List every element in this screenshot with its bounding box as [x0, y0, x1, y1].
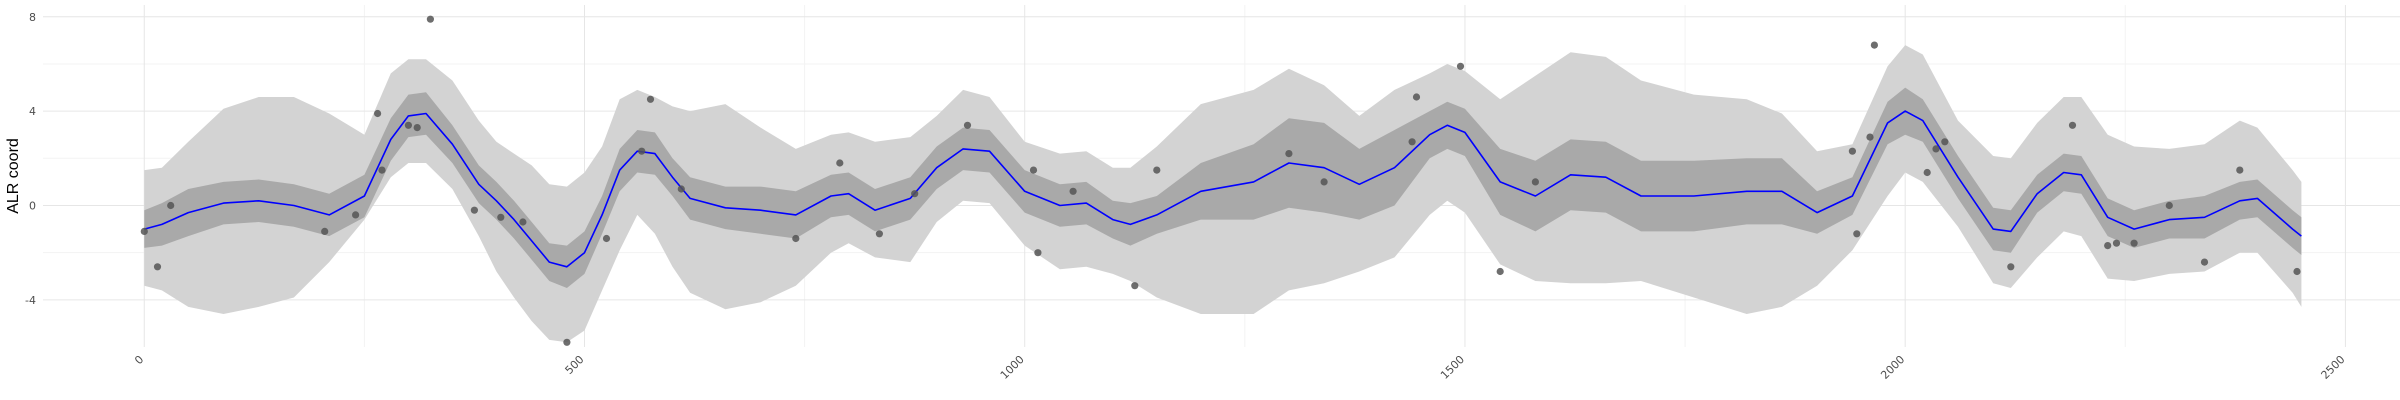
x-tick-label: 0: [132, 353, 146, 367]
x-tick-label: 500: [563, 353, 587, 377]
data-point: [563, 338, 571, 346]
data-point: [2007, 263, 2015, 271]
data-point: [1029, 166, 1038, 174]
data-point: [1932, 145, 1940, 153]
x-tick-label: 2500: [2319, 353, 2348, 382]
y-tick-label: 8: [29, 11, 36, 24]
x-tick-label: 2000: [1878, 353, 1907, 382]
y-tick-label: 0: [29, 199, 36, 212]
data-point: [2104, 242, 2112, 250]
data-point: [963, 121, 972, 129]
data-point: [519, 218, 527, 226]
y-axis-ticks: -4 0 4 8: [25, 11, 36, 307]
data-point: [374, 109, 382, 118]
x-tick-label: 1000: [998, 353, 1027, 382]
data-point: [646, 95, 655, 103]
data-point: [378, 166, 386, 174]
y-tick-label: -4: [25, 294, 36, 307]
data-point: [602, 234, 611, 243]
data-point: [677, 185, 685, 193]
data-point: [2236, 166, 2244, 174]
data-point: [413, 124, 421, 132]
data-point: [2130, 239, 2138, 247]
x-tick-label: 1500: [1438, 353, 1467, 382]
mean-line-group: [144, 110, 2302, 268]
data-point: [1069, 187, 1077, 195]
data-point: [1412, 93, 1421, 101]
data-point: [1848, 147, 1856, 155]
data-point: [1866, 133, 1874, 141]
data-point: [167, 201, 175, 210]
data-point: [1034, 249, 1042, 257]
data-point: [470, 206, 478, 214]
data-point: [426, 15, 434, 23]
data-point: [352, 211, 360, 219]
data-point: [404, 121, 412, 129]
data-point: [2200, 258, 2209, 266]
y-tick-label: 4: [29, 105, 36, 118]
data-point: [1408, 138, 1416, 146]
data-point: [836, 159, 844, 167]
data-point: [638, 147, 646, 155]
data-point: [792, 234, 800, 243]
data-point: [1153, 166, 1161, 174]
data-point: [1285, 150, 1293, 158]
data-point: [497, 213, 505, 221]
data-point: [1923, 168, 1931, 177]
data-point: [1870, 41, 1878, 49]
data-point: [1456, 62, 1465, 70]
data-point: [140, 227, 148, 235]
data-point: [321, 227, 329, 235]
data-point: [1496, 267, 1504, 276]
data-point: [153, 263, 162, 271]
data-point: [2068, 121, 2077, 129]
x-axis-ticks: 0 500 1000 1500 2000 2500: [132, 353, 2347, 382]
y-axis-title: ALR coord: [5, 138, 22, 214]
data-point: [2293, 267, 2301, 276]
data-point: [1853, 230, 1861, 238]
data-point: [1131, 282, 1139, 290]
data-point: [2165, 201, 2173, 210]
data-point: [875, 230, 884, 238]
data-point: [911, 190, 919, 198]
data-point: [1531, 178, 1539, 186]
data-point: [1320, 178, 1328, 186]
data-point: [2112, 239, 2121, 247]
mean-line: [144, 110, 2302, 268]
data-point: [1941, 138, 1949, 146]
observation-points: [140, 15, 2301, 346]
